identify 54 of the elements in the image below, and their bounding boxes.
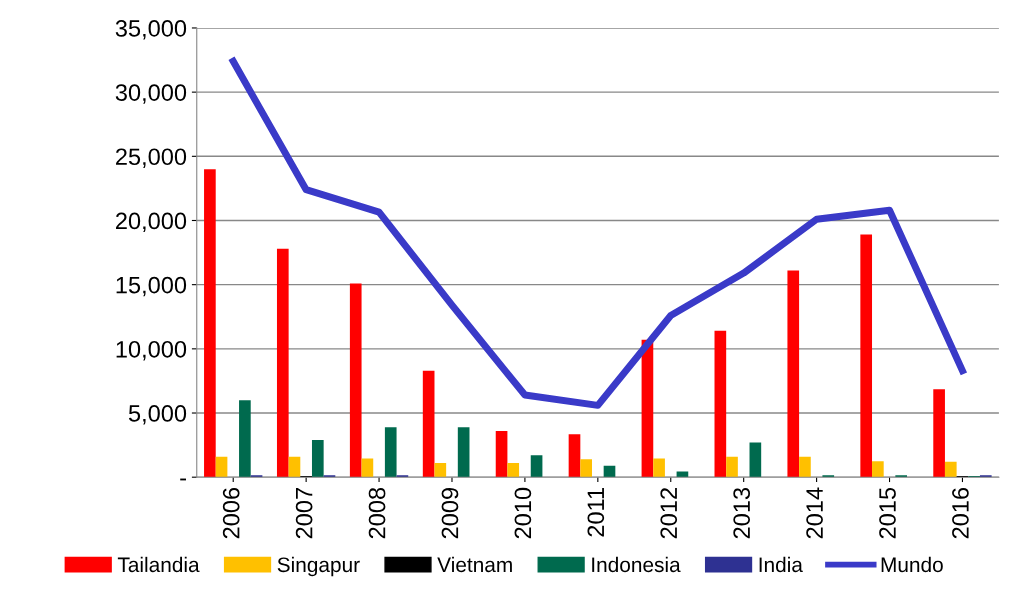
- legend-label: India: [759, 556, 803, 573]
- bar: [422, 370, 435, 478]
- x-tick-label: 2015: [879, 487, 896, 539]
- x-tick-label: 2016: [952, 487, 969, 539]
- legend-label: Mundo: [881, 556, 943, 573]
- x-tick-label: 2007: [295, 488, 313, 539]
- legend-label: Indonesia: [592, 556, 681, 573]
- bar: [568, 434, 581, 478]
- x-tick-label: 2008: [368, 487, 386, 539]
- y-tick-label: 15,000: [116, 276, 187, 297]
- x-tick-label: 2014: [806, 487, 823, 539]
- bar: [799, 456, 811, 478]
- bar: [787, 270, 800, 478]
- x-tick-label: 2006: [222, 487, 240, 539]
- bar: [457, 427, 470, 478]
- bar: [749, 442, 762, 478]
- bar: [361, 458, 374, 478]
- y-tick-label: 35,000: [115, 20, 187, 40]
- bar: [434, 463, 447, 478]
- bar: [288, 456, 301, 478]
- bar: [384, 427, 397, 478]
- x-tick-label: 2011: [587, 488, 605, 537]
- bar: [676, 471, 689, 478]
- bar: [349, 283, 362, 478]
- bar: [726, 456, 738, 478]
- y-tick-label: -: [180, 478, 186, 481]
- bar: [204, 169, 216, 478]
- bar: [507, 463, 520, 478]
- bar: [311, 439, 324, 478]
- bar: [653, 458, 665, 478]
- bar: [276, 248, 289, 478]
- y-tick-label: 10,000: [116, 340, 187, 361]
- bar: [860, 234, 873, 478]
- y-tick-label: 5,000: [128, 405, 187, 425]
- x-tick-label: 2010: [514, 487, 532, 539]
- x-tick-label: 2013: [733, 487, 751, 539]
- x-tick-label: 2009: [441, 488, 459, 539]
- bar: [495, 430, 508, 478]
- bar: [215, 456, 228, 478]
- bar: [530, 455, 543, 478]
- x-tick-label: 2012: [660, 488, 678, 539]
- bar: [872, 461, 884, 478]
- y-tick-label: 20,000: [116, 212, 187, 233]
- legend-label: Singapur: [277, 556, 360, 577]
- bar: [603, 465, 616, 478]
- bar: [239, 400, 251, 478]
- bar: [580, 459, 592, 478]
- bar: [944, 461, 957, 478]
- legend-label: Tailandia: [117, 556, 200, 573]
- y-tick-label: 30,000: [115, 84, 187, 104]
- y-tick-label: 25,000: [116, 148, 187, 168]
- legend-label: Vietnam: [437, 556, 512, 573]
- bar: [714, 330, 727, 478]
- bar: [933, 389, 945, 478]
